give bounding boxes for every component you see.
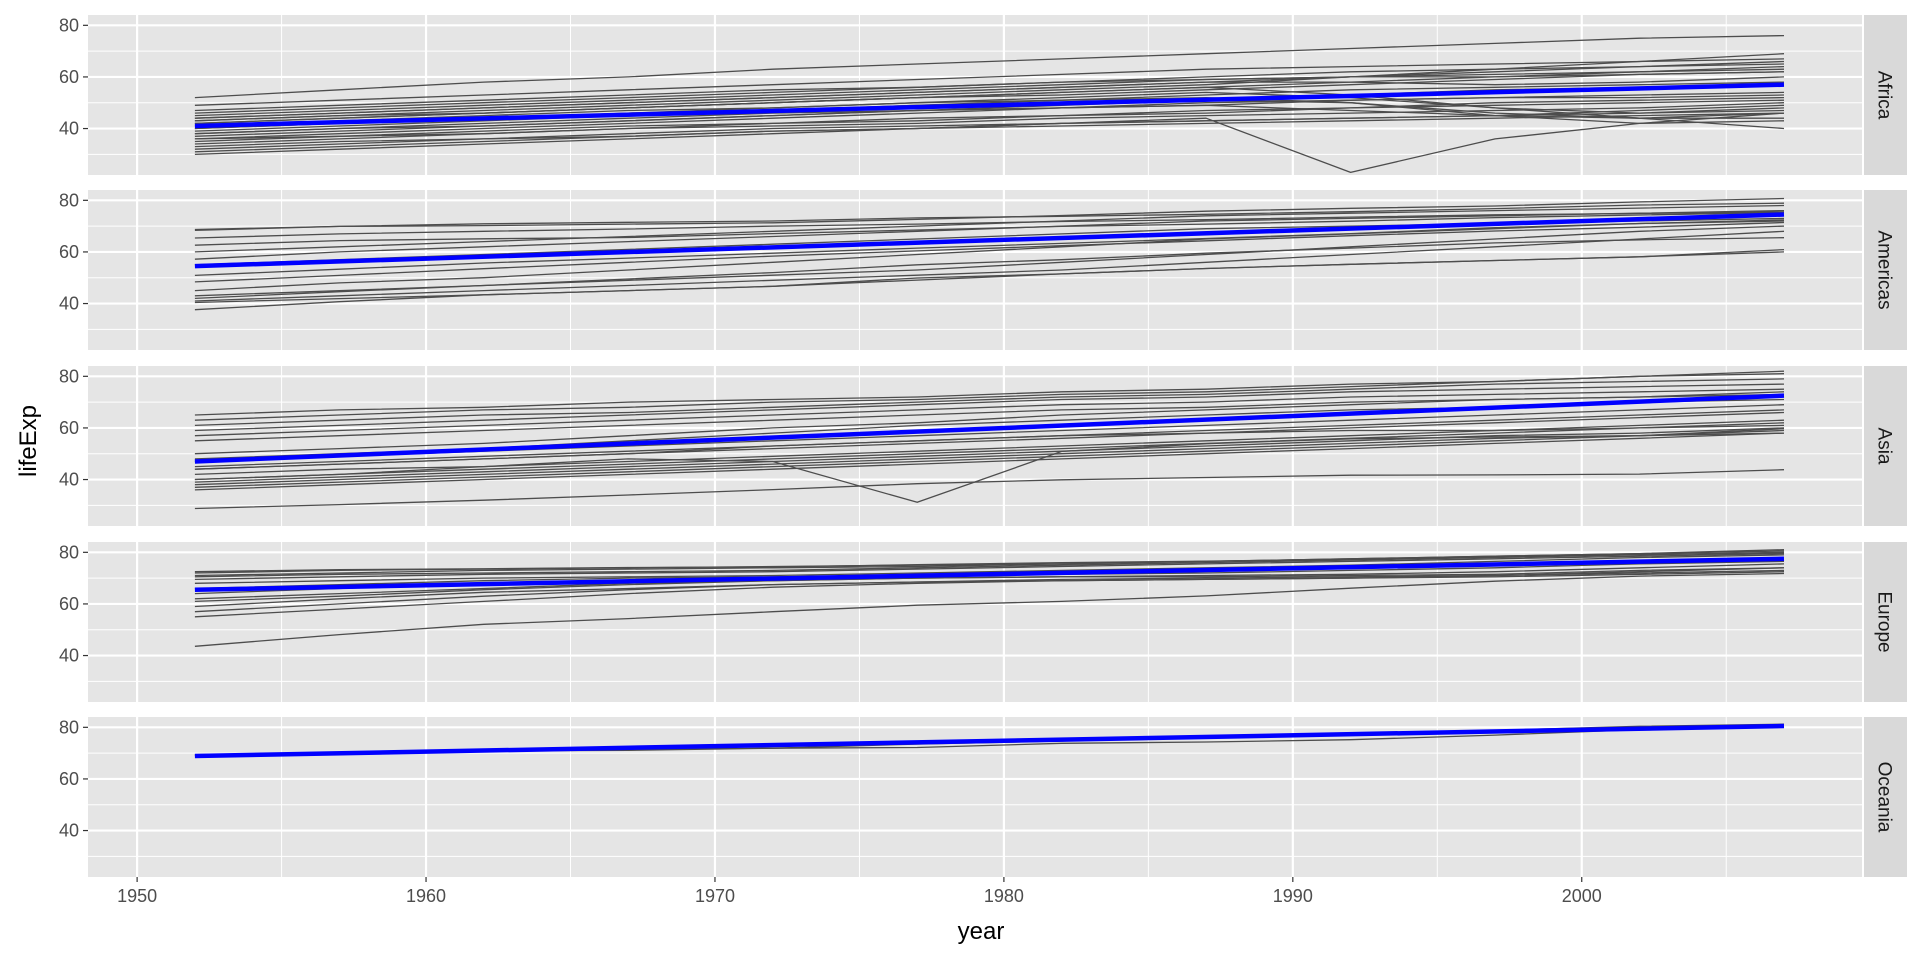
country-line [194,237,1785,300]
facet-strip [1864,366,1907,526]
country-line [194,422,1785,481]
country-line [194,112,1785,174]
country-line [194,81,1785,127]
facet-americas: 40 60 80 Americas [59,190,1907,350]
country-line [194,60,1785,119]
country-line [194,221,1785,283]
country-line [194,549,1785,577]
panel-background [88,717,1862,877]
facet-strip-label: Americas [1874,230,1895,309]
y-tick-label: 60 [59,418,79,438]
country-line [194,112,1785,153]
country-line [194,378,1785,427]
y-tick-label: 80 [59,190,79,210]
y-tick-label: 80 [59,717,79,737]
x-tick-label: 1950 [117,886,157,906]
x-tick-label: 1970 [695,886,735,906]
country-line [194,219,1785,277]
country-line [194,53,1785,122]
facet-strip-label: Asia [1874,428,1895,465]
country-line [194,220,1785,292]
facet-oceania: 40 60 80 Oceania [59,717,1907,877]
facet-panels: 40 60 80 Africa 40 60 80 Americas 40 60 80 Asia 40 60… [59,15,1907,877]
y-tick-label: 80 [59,366,79,386]
y-tick-label: 60 [59,67,79,87]
x-tick-label: 1960 [406,886,446,906]
country-line [194,571,1785,618]
country-line [194,209,1785,260]
y-tick-label: 40 [59,821,79,841]
country-line [194,469,1785,510]
country-line [194,373,1785,421]
country-line [194,34,1785,99]
country-line [194,86,1785,130]
y-tick-label: 80 [59,542,79,562]
country-line [194,204,1785,253]
y-tick-label: 40 [59,470,79,490]
country-line [194,572,1785,647]
x-axis: 1950 1960 1970 1980 1990 2000 [117,877,1602,906]
facet-africa: 40 60 80 Africa [59,15,1907,175]
country-lines [194,370,1785,510]
y-tick-label: 60 [59,242,79,262]
y-tick-label: 80 [59,15,79,35]
y-axis-title: lifeExp [15,405,42,477]
facet-strip [1864,542,1907,702]
country-line [194,94,1785,140]
facet-strip [1864,15,1907,175]
country-line [194,58,1785,106]
facet-europe: 40 60 80 Europe [59,542,1907,702]
country-line [194,567,1785,603]
x-tick-label: 2000 [1562,886,1602,906]
facet-strip [1864,190,1907,350]
y-tick-label: 40 [59,119,79,139]
y-tick-label: 60 [59,769,79,789]
country-line [194,63,1785,114]
country-line [194,552,1785,581]
facet-asia: 40 60 80 Asia [59,366,1907,526]
panel-background [88,366,1862,526]
country-line [194,391,1785,455]
country-line [194,428,1785,503]
country-line [194,554,1785,584]
trend-line [194,723,1785,759]
country-line [194,427,1785,483]
country-line [194,96,1785,132]
x-tick-label: 1990 [1273,886,1313,906]
facet-strip-label: Africa [1874,71,1895,120]
country-line [194,230,1785,302]
trend-line [194,556,1785,592]
y-tick-label: 40 [59,646,79,666]
facet-strip-label: Oceania [1874,762,1895,833]
country-line [194,197,1785,231]
trend-line [194,393,1785,464]
country-line [194,211,1785,239]
y-tick-label: 60 [59,594,79,614]
trend-line [194,212,1785,269]
y-tick-label: 40 [59,294,79,314]
facet-strip [1864,717,1907,877]
country-line [194,388,1785,437]
country-line [194,432,1785,486]
country-line [194,551,1785,578]
country-line [194,424,1785,470]
country-line [194,432,1785,491]
country-line [194,251,1785,311]
country-line [194,99,1785,140]
facet-strip-label: Europe [1874,591,1895,652]
trend-line [194,82,1785,129]
x-axis-title: year [958,918,1005,945]
country-line [194,383,1785,432]
country-line [194,429,1785,488]
x-tick-label: 1980 [984,886,1024,906]
